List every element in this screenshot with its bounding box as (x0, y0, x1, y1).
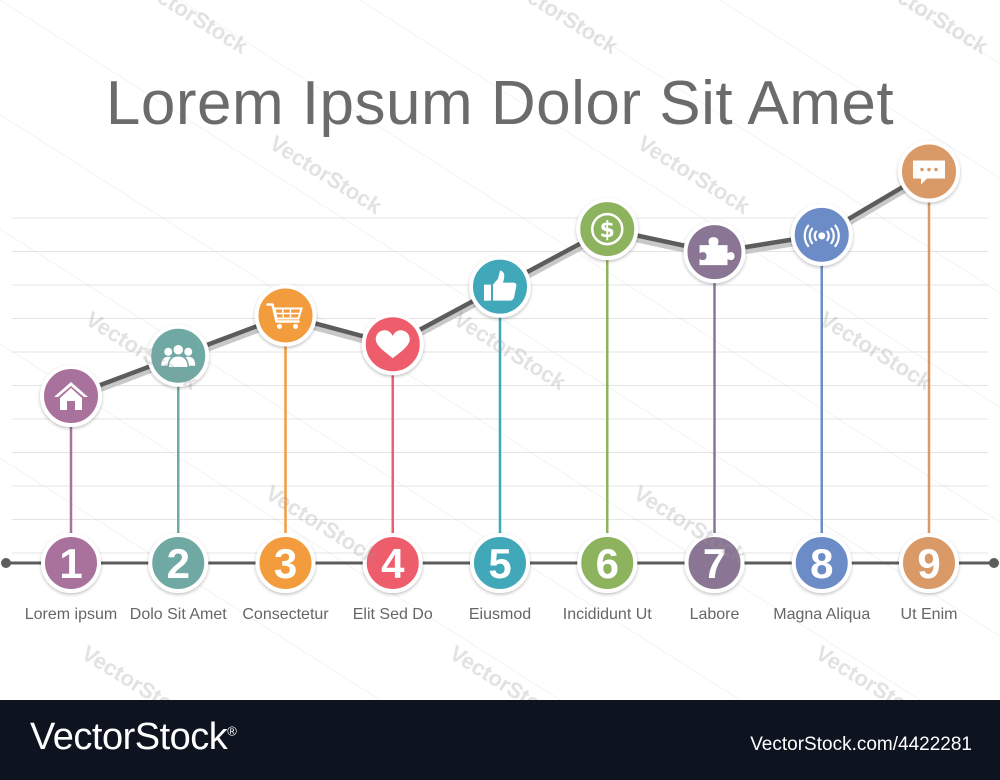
category-label: Eiusmod (469, 606, 531, 623)
infographic-stage: $ 1 2 3 4 5 6 7 8 9 Lorem ipsum Dolo Sit Amet Cons… (0, 0, 1000, 729)
baseline-end-right (989, 558, 999, 568)
category-label: Dolo Sit Amet (130, 606, 227, 623)
number-badge-1: 1 (41, 533, 101, 593)
number-badge-8: 8 (791, 533, 852, 593)
category-labels: Lorem ipsum Dolo Sit Amet Consectetur Elit … (25, 606, 958, 623)
number-label: 9 (917, 540, 940, 587)
number-label: 4 (381, 540, 405, 587)
number-label: 3 (274, 540, 297, 587)
footer-brand-name: VectorStock (30, 716, 228, 758)
number-label: 1 (59, 540, 82, 587)
home-icon (54, 382, 88, 411)
data-point-9 (898, 140, 960, 203)
chart: $ 1 2 3 4 5 6 7 8 9 Lorem ipsum Dolo Sit Amet Cons… (0, 0, 1000, 700)
baseline-end-left (1, 558, 11, 568)
data-point-5 (469, 255, 531, 318)
chat-icon (913, 160, 945, 185)
page-title: Lorem Ipsum Dolor Sit Amet (105, 69, 895, 138)
number-label: 6 (596, 540, 619, 587)
number-badge-7: 7 (684, 533, 745, 593)
data-point-2 (147, 324, 210, 387)
people-icon (161, 343, 196, 369)
svg-text:$: $ (600, 218, 615, 243)
data-point-6: $ (576, 198, 639, 261)
number-badge-3: 3 (255, 533, 316, 593)
puzzle-icon (699, 237, 735, 266)
number-badge-5: 5 (470, 533, 530, 593)
category-label: Labore (690, 606, 740, 623)
footer-image-id: VectorStock.com/4422281 (750, 734, 972, 755)
number-badge-6: 6 (577, 533, 638, 593)
number-label: 8 (810, 540, 833, 587)
category-label: Lorem ipsum (25, 606, 117, 623)
category-label: Elit Sed Do (353, 606, 433, 623)
data-point-4 (361, 313, 424, 376)
footer-bar: VectorStock® VectorStock.com/4422281 (0, 700, 1000, 780)
number-badges: 1 2 3 4 5 6 7 8 9 (41, 533, 959, 593)
watermark-line (719, 0, 1000, 179)
category-label: Consectetur (242, 606, 329, 623)
registered-mark: ® (227, 723, 237, 739)
number-label: 2 (167, 540, 190, 587)
thumbs-up-icon (484, 270, 517, 301)
category-label: Magna Aliqua (773, 606, 870, 623)
number-badge-2: 2 (148, 533, 209, 593)
category-label: Incididunt Ut (563, 606, 652, 623)
number-badge-9: 9 (899, 533, 959, 593)
category-label: Ut Enim (901, 606, 958, 623)
dollar-icon: $ (591, 212, 624, 246)
markers: $ (40, 140, 960, 428)
number-label: 7 (703, 540, 726, 587)
data-point-3 (254, 284, 317, 347)
data-point-7 (683, 221, 746, 284)
watermark-line (359, 0, 1000, 408)
number-badge-4: 4 (362, 533, 423, 593)
cart-icon (266, 303, 303, 329)
number-label: 5 (488, 540, 511, 587)
footer-brand: VectorStock® (30, 716, 237, 759)
data-point-8 (790, 203, 853, 266)
data-point-1 (40, 365, 102, 428)
heart-icon (375, 330, 410, 359)
watermark-line (539, 0, 1000, 294)
watermark-line (179, 0, 1000, 523)
